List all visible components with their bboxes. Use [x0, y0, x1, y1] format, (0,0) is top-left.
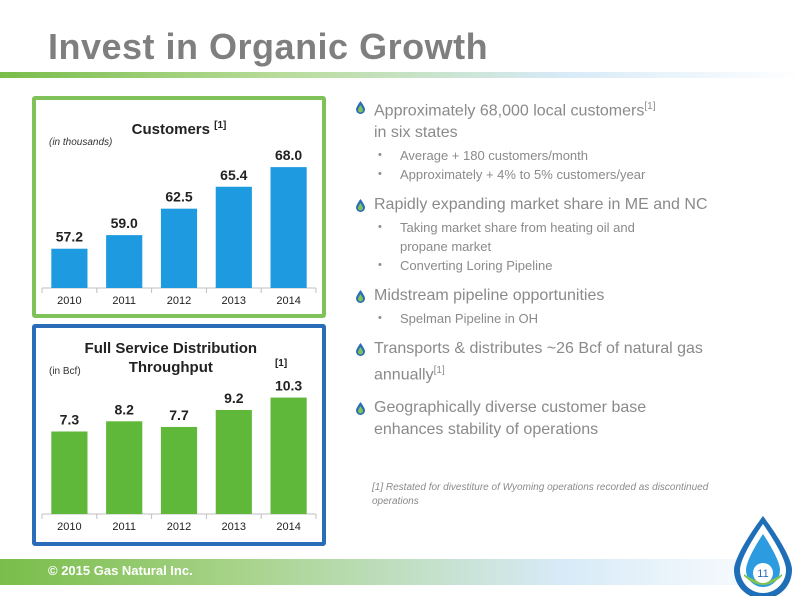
data-label: 59.0 — [111, 215, 138, 231]
title-underline — [0, 72, 800, 78]
footer-copyright: © 2015 Gas Natural Inc. — [48, 563, 193, 578]
bar-2010 — [51, 431, 88, 514]
sub-bullet: • Spelman Pipeline in OH — [356, 309, 776, 328]
bar-2014 — [270, 397, 307, 514]
throughput-title-sup: [1] — [274, 358, 288, 369]
footer-bar — [0, 559, 800, 585]
x-tick-label: 2014 — [276, 521, 300, 533]
bar-2011 — [106, 421, 143, 514]
bullet-sup: [1] — [644, 101, 656, 112]
x-tick-label: 2010 — [57, 521, 81, 533]
bullet-dot-icon: • — [378, 312, 382, 325]
bullet-customers: Approximately 68,000 local customers[1] … — [356, 96, 776, 144]
sub-bullet-text: Converting Loring Pipeline — [400, 258, 553, 274]
customers-chart-svg: 57.2 2010 59.0 2011 62.5 2012 65.4 2013 68.0 2014 — [41, 147, 317, 307]
data-label: 10.3 — [275, 378, 302, 394]
sub-bullet: • Converting Loring Pipeline — [356, 256, 776, 275]
throughput-title-text: Full Service Distribution Throughput — [84, 340, 258, 376]
sub-bullet-text: Average + 180 customers/month — [400, 148, 589, 164]
bullet-dot-icon: • — [378, 259, 382, 272]
slide-title: Invest in Organic Growth — [48, 26, 489, 67]
bullet-text: Approximately 68,000 local customers — [374, 102, 645, 120]
drop-icon — [356, 401, 365, 415]
bullet-midstream: Midstream pipeline opportunities — [356, 285, 776, 307]
sub-bullet: • Average + 180 customers/month — [356, 146, 776, 165]
throughput-unit-label: (in Bcf) — [49, 366, 81, 377]
customers-chart: 57.2 2010 59.0 2011 62.5 2012 65.4 2013 68.0 2014… — [32, 96, 326, 318]
customers-title-text: Customers — [131, 121, 210, 138]
data-label: 9.2 — [224, 390, 244, 406]
bullet-text: Transports & distributes ~26 Bcf of natu… — [374, 340, 703, 384]
bar-2014 — [270, 167, 307, 288]
bullet-list: Approximately 68,000 local customers[1] … — [356, 96, 776, 451]
data-label: 8.2 — [114, 401, 134, 417]
data-label: 7.3 — [60, 411, 80, 427]
bar-2011 — [106, 235, 143, 288]
sub-bullet-text: Taking market share from heating oil and… — [400, 220, 635, 255]
data-label: 57.2 — [56, 229, 83, 245]
x-tick-label: 2012 — [167, 295, 191, 307]
data-label: 7.7 — [169, 407, 189, 423]
sub-bullet: • Taking market share from heating oil an… — [356, 218, 660, 256]
data-label: 65.4 — [220, 167, 247, 183]
drop-icon — [356, 101, 365, 114]
x-tick-label: 2013 — [222, 295, 246, 307]
x-tick-label: 2010 — [57, 295, 81, 307]
bullet-dot-icon: • — [378, 168, 382, 181]
data-label: 62.5 — [165, 189, 192, 205]
sub-bullet-text: Spelman Pipeline in OH — [400, 311, 539, 327]
drop-icon — [356, 290, 365, 304]
gas-natural-logo-icon: 11 — [734, 516, 792, 596]
bullet-sup: [1] — [433, 365, 445, 377]
bullet-geographic: Geographically diverse customer base enh… — [356, 397, 704, 441]
x-tick-label: 2011 — [112, 521, 136, 533]
bar-2010 — [51, 248, 88, 288]
bar-2012 — [160, 426, 198, 514]
throughput-chart: 7.3 2010 8.2 2011 7.7 2012 9.2 2013 10.3 2014 Ful… — [32, 324, 326, 546]
throughput-chart-svg: 7.3 2010 8.2 2011 7.7 2012 9.2 2013 10.3 2014 — [41, 378, 317, 533]
page-number: 11 — [757, 568, 768, 580]
data-label: 68.0 — [275, 147, 302, 163]
sub-bullet: • Approximately + 4% to 5% customers/year — [356, 165, 776, 184]
footnote: [1] Restated for divestiture of Wyoming … — [372, 482, 709, 507]
customers-title-sup: [1] — [214, 120, 227, 131]
customers-chart-title: Customers [1] — [36, 116, 322, 139]
bar-2013 — [215, 410, 252, 514]
customers-unit-label: (in thousands) — [49, 137, 113, 148]
x-tick-label: 2012 — [167, 521, 191, 533]
bar-2013 — [215, 186, 252, 288]
bullet-text-cont: in six states — [374, 124, 458, 142]
x-tick-label: 2014 — [276, 295, 300, 307]
bullet-dot-icon: • — [378, 149, 382, 162]
drop-icon — [356, 199, 365, 213]
throughput-chart-title: Full Service Distribution Throughput [1] — [36, 339, 322, 377]
bullet-text: Geographically diverse customer base enh… — [374, 398, 647, 438]
x-tick-label: 2013 — [222, 521, 246, 533]
x-tick-label: 2011 — [112, 295, 136, 307]
bullet-text: Midstream pipeline opportunities — [374, 287, 605, 305]
drop-icon — [356, 343, 365, 357]
bullet-transports: Transports & distributes ~26 Bcf of natu… — [356, 338, 714, 386]
sub-bullet-text: Approximately + 4% to 5% customers/year — [400, 167, 646, 183]
bullet-text: Rapidly expanding market share in ME and… — [374, 196, 708, 214]
bar-2012 — [160, 208, 198, 288]
bullet-market-share: Rapidly expanding market share in ME and… — [356, 194, 776, 216]
bullet-dot-icon: • — [378, 221, 382, 234]
